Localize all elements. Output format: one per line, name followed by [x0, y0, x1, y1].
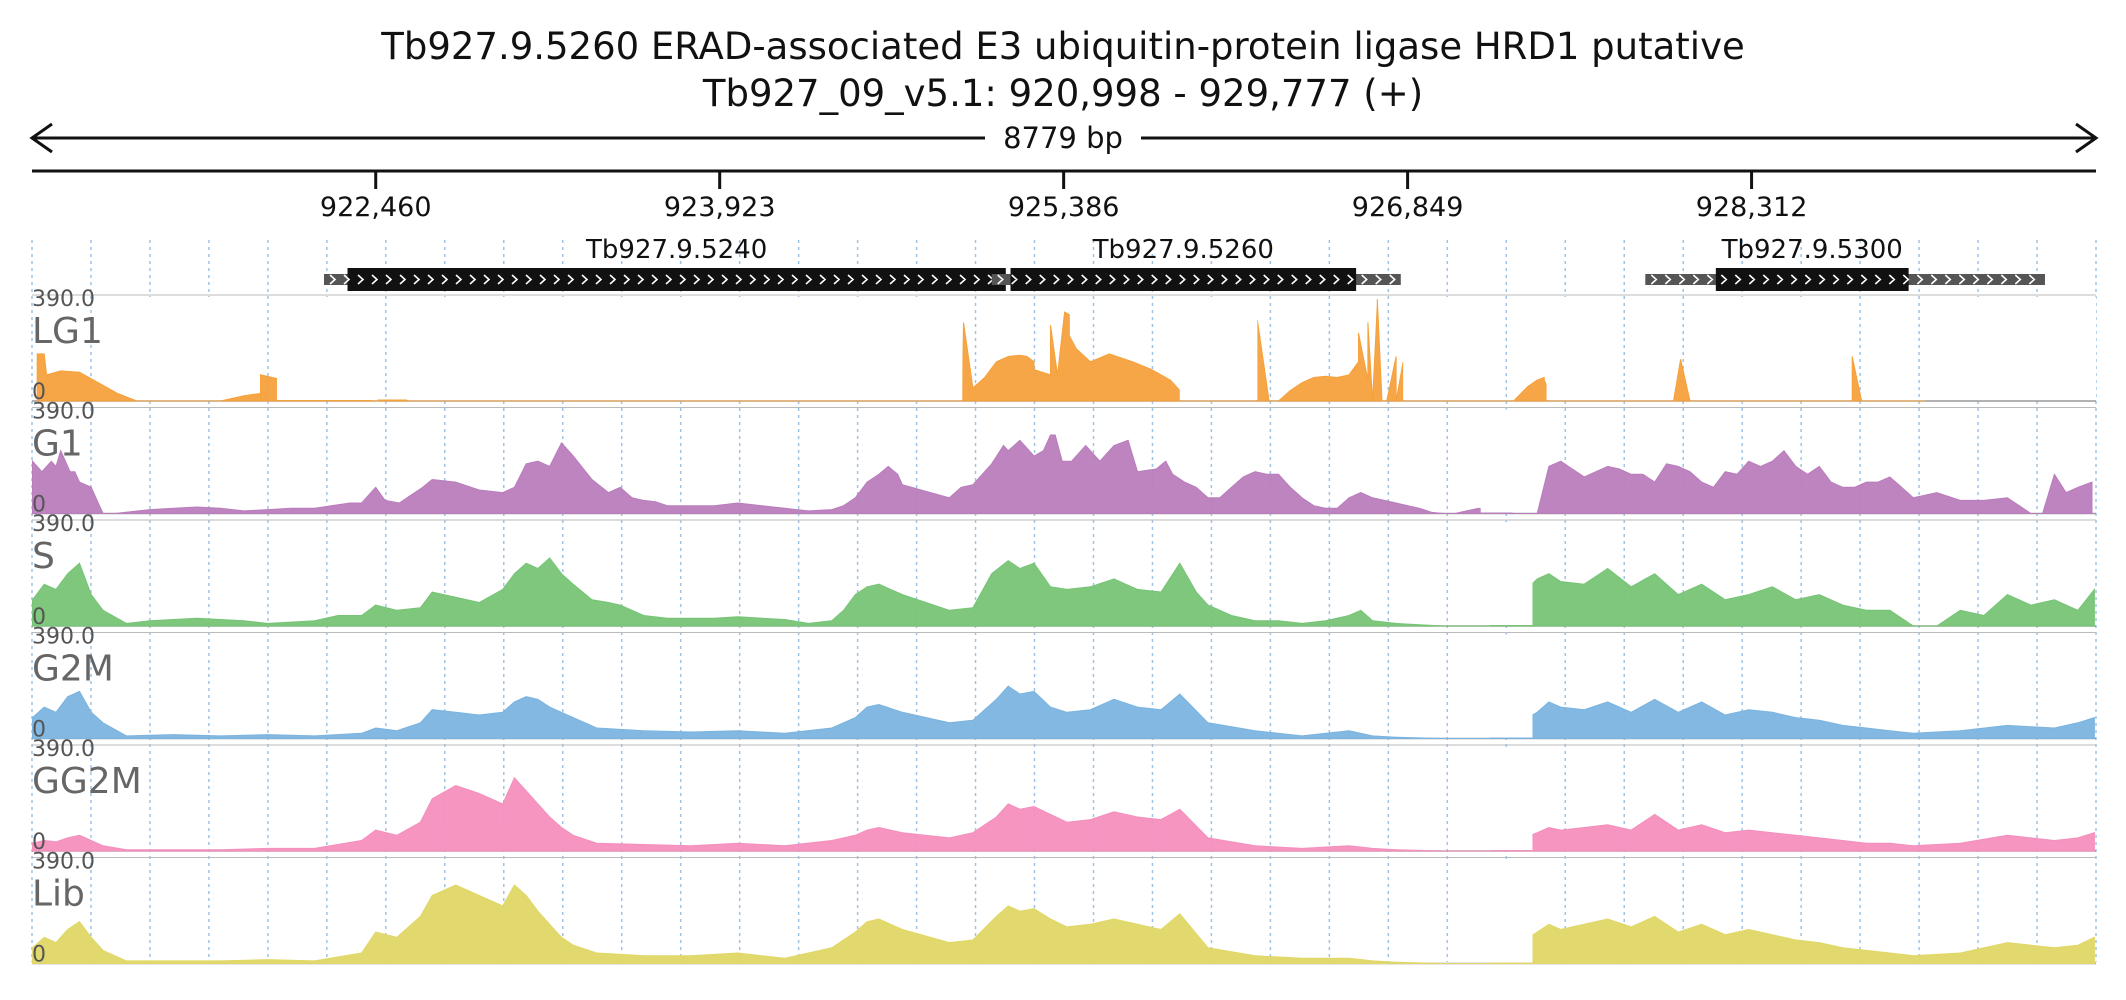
track-lg1: 390.0 0 LG1 [32, 287, 2096, 405]
coverage-gap [135, 297, 221, 400]
coverage-gap [1179, 297, 1258, 400]
track-min-label: 0 [32, 380, 46, 405]
gene-label: Tb927.9.5260 [1092, 235, 1274, 265]
figure-subtitle: Tb927_09_v5.1: 920,998 - 929,777 (+) [702, 72, 1423, 115]
track-name-label: G1 [32, 424, 83, 465]
track-max-label: 390.0 [32, 400, 95, 425]
coverage-gap [276, 297, 374, 400]
track-g1: 390.0 0 G1 [31, 400, 2096, 518]
coverage-gap [1403, 297, 1500, 400]
coverage-area [31, 557, 2095, 627]
axis-tick-label: 922,460 [320, 192, 432, 223]
coverage-gap [1478, 522, 1533, 625]
axis-tick-label: 923,923 [664, 192, 776, 223]
coverage-gap [1466, 634, 1533, 738]
coverage-area [31, 685, 2095, 739]
strand-arrows-icon [1650, 274, 2036, 285]
strand-arrows-icon [329, 274, 1051, 285]
track-min-label: 0 [32, 718, 46, 743]
axis-tick-label: 926,849 [1352, 192, 1464, 223]
track-max-label: 390.0 [32, 625, 95, 650]
track-lib: 390.0 0 Lib [31, 850, 2096, 968]
axis-ticks: 922,460 923,923 925,386 926,849 928,312 [320, 171, 1807, 223]
coverage-gap [408, 297, 963, 400]
coverage-gap [1925, 297, 2096, 400]
span-indicator: 8779 bp [29, 121, 2099, 155]
track-gg2m: 390.0 0 GG2M [31, 737, 2096, 855]
strand-arrows-icon [997, 274, 1396, 285]
track-name-label: G2M [32, 649, 114, 690]
span-length-label: 8779 bp [1003, 121, 1123, 155]
gene-cds [347, 268, 1006, 291]
coordinate-axis: 922,460 923,923 925,386 926,849 928,312 [32, 169, 2096, 223]
coverage-gap [1466, 859, 1533, 963]
track-name-label: LG1 [32, 311, 103, 352]
track-name-label: GG2M [32, 761, 142, 802]
span-arrow-left-icon [29, 122, 53, 154]
coverage-gap [1889, 297, 1914, 400]
gene-0[interactable]: Tb927.9.5240 [324, 235, 1053, 291]
axis-tick-label: 925,386 [1008, 192, 1120, 223]
track-min-label: 0 [32, 830, 46, 855]
coverage-gap [1546, 297, 1608, 400]
track-max-label: 390.0 [32, 737, 95, 762]
track-min-label: 0 [32, 605, 46, 630]
track-max-label: 390.0 [32, 850, 95, 875]
gene-label: Tb927.9.5300 [1721, 235, 1903, 265]
track-max-label: 390.0 [32, 287, 95, 312]
axis-tick-label: 928,312 [1696, 192, 1808, 223]
coverage-area [31, 776, 2095, 852]
coverage-tracks: 390.00LG1390.00G1390.00S390.00G2M390.00G… [31, 287, 2096, 968]
gene-cds [1010, 268, 1357, 291]
track-min-label: 0 [32, 943, 46, 968]
coverage-gap [1466, 747, 1533, 850]
track-max-label: 390.0 [32, 512, 95, 537]
coverage-gap [1480, 409, 1533, 513]
span-arrow-right-icon [2075, 122, 2099, 154]
gene-1[interactable]: Tb927.9.5260 [991, 235, 1401, 291]
track-name-label: Lib [32, 874, 85, 915]
coverage-area [36, 298, 1926, 402]
track-min-label: 0 [32, 493, 46, 518]
gene-2[interactable]: Tb927.9.5300 [1645, 235, 2045, 291]
gene-label: Tb927.9.5240 [585, 235, 767, 265]
gene-cds [1715, 268, 1909, 291]
track-s: 390.0 0 S [31, 512, 2096, 630]
figure-title: Tb927.9.5260 ERAD-associated E3 ubiquiti… [380, 25, 1745, 68]
gene-track: Tb927.9.5240 Tb927.9.5260 Tb927.9.5300 [324, 235, 2045, 291]
coverage-area [31, 884, 2095, 964]
coverage-gap [1713, 297, 1841, 400]
track-g2m: 390.0 0 G2M [31, 625, 2096, 743]
coverage-area [31, 434, 2093, 514]
track-name-label: S [32, 536, 55, 577]
